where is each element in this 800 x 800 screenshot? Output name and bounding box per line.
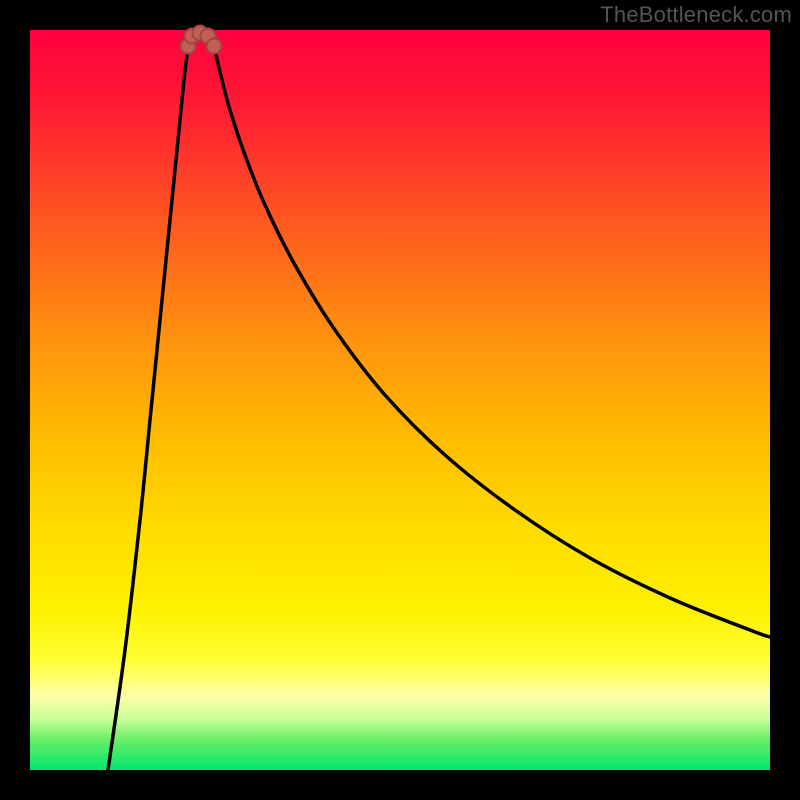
marker-dot [207,39,222,54]
plot-background [30,30,770,770]
bottleneck-chart [0,0,800,800]
watermark-label: TheBottleneck.com [600,2,792,28]
chart-container: TheBottleneck.com [0,0,800,800]
